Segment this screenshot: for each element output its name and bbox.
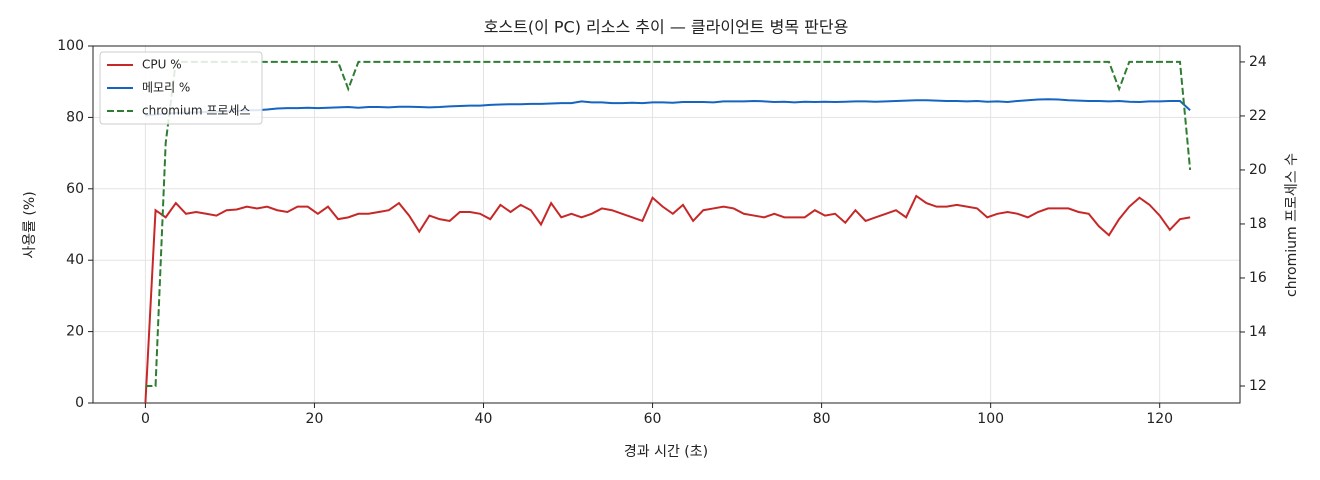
y2-tick-label: 24: [1249, 54, 1267, 70]
y2-tick-label: 22: [1249, 108, 1267, 124]
x-tick-label: 40: [475, 411, 493, 427]
x-tick-label: 100: [977, 411, 1004, 427]
y2-tick-label: 20: [1249, 162, 1267, 178]
y-tick-label: 60: [66, 181, 84, 197]
y2-tick-label: 16: [1249, 270, 1267, 286]
y-axis-label: 사용률 (%): [22, 191, 38, 258]
y-tick-label: 20: [66, 324, 84, 340]
y-tick-label: 40: [66, 252, 84, 268]
y-tick-label: 100: [57, 38, 84, 54]
chart-title: 호스트(이 PC) 리소스 추이 — 클라이언트 병목 판단용: [484, 18, 849, 37]
y2-tick-label: 18: [1249, 216, 1267, 232]
legend-box: [99, 51, 263, 125]
legend-label: CPU %: [142, 58, 182, 72]
x-tick-label: 0: [141, 411, 150, 427]
legend-label: chromium 프로세스: [142, 104, 251, 118]
y2-axis-label: chromium 프로세스 수: [1284, 153, 1300, 297]
x-axis-label: 경과 시간 (초): [624, 444, 708, 460]
x-tick-label: 80: [813, 411, 831, 427]
series-line: [144, 194, 1191, 404]
series-line: [145, 98, 1191, 117]
y-tick-label: 0: [75, 395, 84, 411]
legend-label: 메모리 %: [142, 81, 190, 95]
y2-tick-label: 14: [1249, 324, 1267, 340]
x-tick-label: 20: [306, 411, 324, 427]
series-line: [145, 60, 1192, 387]
x-tick-label: 120: [1146, 411, 1173, 427]
y-tick-label: 80: [66, 109, 84, 125]
plot-frame: [92, 45, 1241, 404]
y2-tick-label: 12: [1249, 378, 1267, 394]
x-tick-label: 60: [644, 411, 662, 427]
